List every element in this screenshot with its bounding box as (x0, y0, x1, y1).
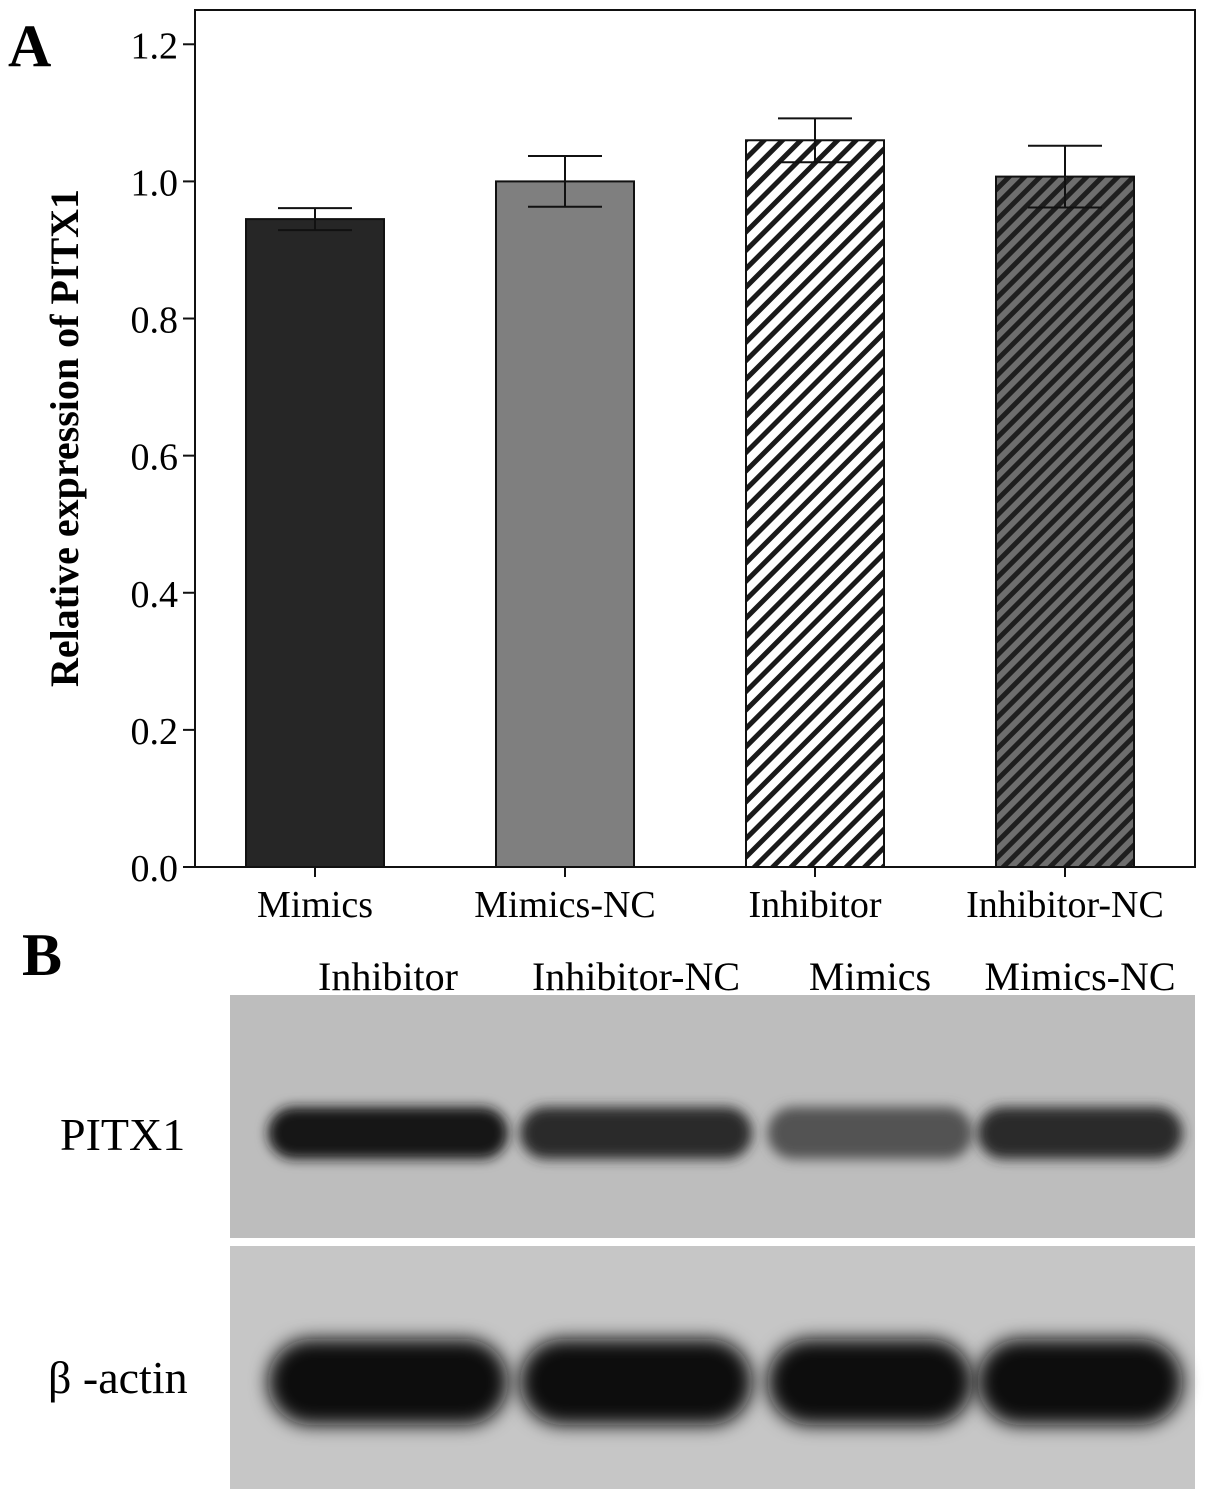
bar (495, 180, 635, 868)
bar-chart: 0.0 0.2 0.4 0.6 0.8 1.0 1.2 Mimics Mimics-NC Inh… (42, 9, 1196, 926)
y-tick-label: 1.2 (131, 25, 179, 67)
panel-b-label: B (22, 922, 62, 988)
lane-label: Inhibitor-NC (532, 954, 740, 999)
blot-band (977, 1339, 1183, 1425)
row-label-actin: β -actin (48, 1352, 188, 1403)
blot-band (767, 1107, 973, 1159)
y-tick-label: 0.0 (131, 848, 179, 890)
blot-band (520, 1339, 752, 1425)
y-tick-label: 0.2 (131, 711, 179, 753)
bar (745, 139, 885, 869)
blot-band (268, 1107, 508, 1159)
row-label-pitx1: PITX1 (60, 1109, 185, 1160)
blot-band (977, 1107, 1183, 1159)
western-blot: Inhibitor Inhibitor-NC Mimics Mimics-NC PIT… (48, 954, 1195, 1489)
bar (245, 218, 385, 869)
x-ticks: Mimics Mimics-NC Inhibitor Inhibitor-NC (257, 867, 1164, 926)
blot-band (520, 1107, 752, 1159)
lane-label: Inhibitor (318, 954, 458, 999)
x-tick-label: Mimics-NC (474, 884, 656, 926)
x-tick-label: Inhibitor (749, 884, 882, 926)
lane-labels: Inhibitor Inhibitor-NC Mimics Mimics-NC (318, 954, 1176, 999)
x-tick-label: Mimics (257, 884, 373, 926)
lane-label: Mimics-NC (984, 954, 1175, 999)
y-tick-label: 0.8 (131, 300, 179, 342)
lane-label: Mimics (809, 954, 931, 999)
blot-band (268, 1339, 508, 1425)
error-bars (278, 117, 1102, 232)
bands (268, 1107, 1183, 1425)
y-axis-label: Relative expression of PITX1 (42, 189, 87, 687)
y-ticks: 0.0 0.2 0.4 0.6 0.8 1.0 1.2 (131, 25, 195, 890)
y-tick-label: 0.6 (131, 437, 179, 479)
x-tick-label: Inhibitor-NC (966, 884, 1164, 926)
panel-a-label: A (8, 13, 51, 79)
y-tick-label: 0.4 (131, 574, 179, 616)
bar (995, 175, 1135, 868)
blot-band (767, 1339, 973, 1425)
bars (245, 139, 1135, 869)
y-tick-label: 1.0 (131, 162, 179, 204)
